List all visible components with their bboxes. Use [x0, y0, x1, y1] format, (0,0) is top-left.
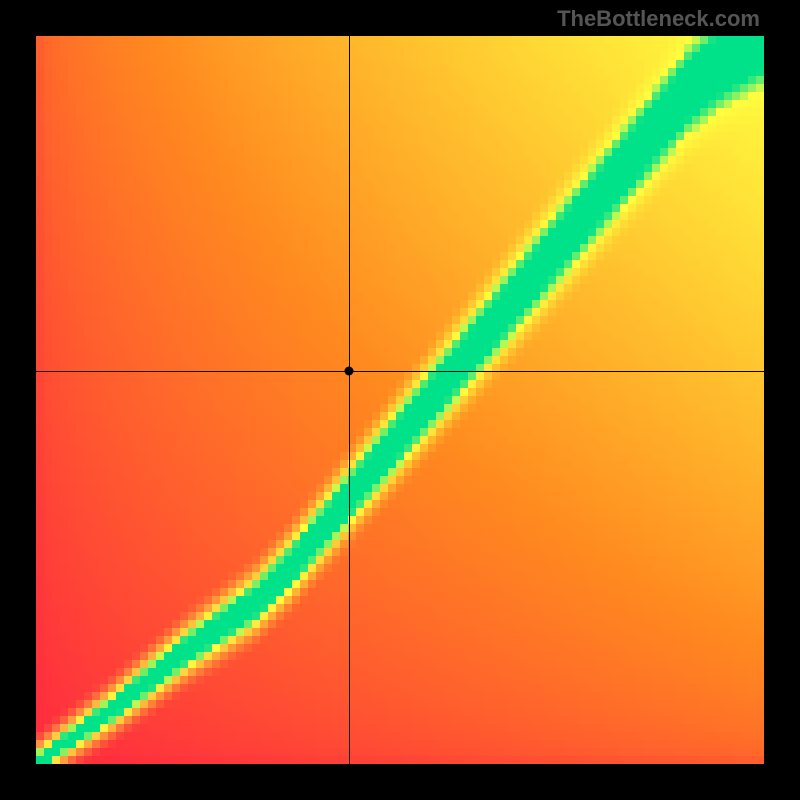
plot-area — [36, 36, 764, 764]
heatmap-canvas — [36, 36, 764, 764]
watermark-text: TheBottleneck.com — [557, 6, 760, 32]
